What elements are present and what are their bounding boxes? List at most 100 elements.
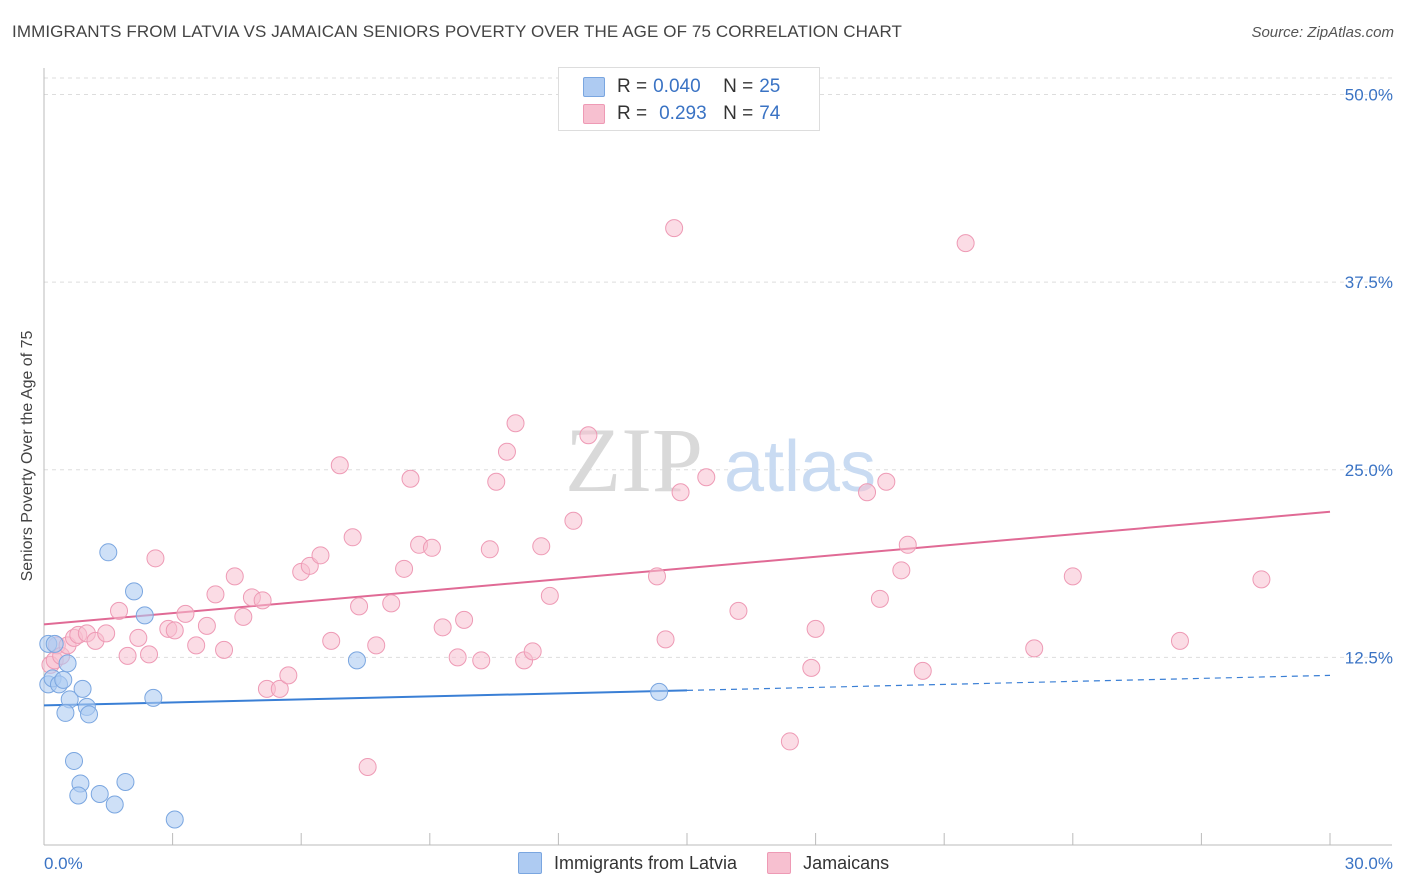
data-point-jamaicans <box>913 661 932 680</box>
data-point-jamaicans <box>343 528 362 547</box>
r-label: R = <box>617 103 648 124</box>
trend-line-latvia <box>43 689 688 707</box>
r-label: R = <box>617 76 648 97</box>
data-point-jamaicans <box>729 601 748 620</box>
source-label: Source: ZipAtlas.com <box>1251 24 1394 41</box>
data-point-jamaicans <box>322 631 341 650</box>
data-point-jamaicans <box>1170 631 1189 650</box>
data-point-jamaicans <box>253 591 272 610</box>
chart-title: IMMIGRANTS FROM LATVIA VS JAMAICAN SENIO… <box>12 22 903 41</box>
x-tick-label: 0.0% <box>44 854 83 873</box>
jamaicans-swatch <box>767 852 792 874</box>
data-point-latvia <box>347 651 366 670</box>
tick-labels: 12.5% 25.0% 37.5% 50.0% 0.0% 30.0% <box>44 86 1393 873</box>
data-point-jamaicans <box>97 624 116 643</box>
watermark-atlas: atlas <box>724 427 876 507</box>
data-point-jamaicans <box>187 636 206 655</box>
data-point-jamaicans <box>330 456 349 475</box>
data-point-jamaicans <box>311 546 330 565</box>
legend-row-jamaicans: R = 0.293 N = 74 <box>583 101 780 127</box>
data-point-latvia <box>56 703 75 722</box>
legend-item-latvia: Immigrants from Latvia <box>518 852 737 874</box>
data-point-jamaicans <box>647 567 666 586</box>
axes <box>43 68 1392 846</box>
data-point-jamaicans <box>579 426 598 445</box>
data-point-jamaicans <box>206 585 225 604</box>
data-point-latvia <box>144 688 163 707</box>
latvia-swatch <box>518 852 542 874</box>
x-tick-label: 30.0% <box>1345 854 1393 873</box>
data-point-jamaicans <box>956 234 975 253</box>
data-point-jamaicans <box>697 468 716 487</box>
data-point-jamaicans <box>532 537 551 556</box>
data-point-jamaicans <box>1025 639 1044 658</box>
data-point-latvia <box>54 670 73 689</box>
data-point-jamaicans <box>506 414 525 433</box>
data-point-jamaicans <box>1063 567 1082 586</box>
data-point-jamaicans <box>165 621 184 640</box>
watermark: ZIP atlas <box>565 409 876 511</box>
stats-legend: R = 0.040 N = 25 R = 0.293 N = 74 <box>558 67 820 131</box>
data-point-jamaicans <box>395 559 414 578</box>
y-tick-label: 25.0% <box>1345 461 1393 480</box>
data-point-jamaicans <box>455 610 474 629</box>
data-point-jamaicans <box>146 549 165 568</box>
data-point-latvia <box>99 543 118 562</box>
data-point-latvia <box>65 751 84 770</box>
data-point-jamaicans <box>858 483 877 502</box>
data-point-latvia <box>80 705 99 724</box>
data-point-jamaicans <box>780 732 799 751</box>
data-point-jamaicans <box>401 469 420 488</box>
data-point-jamaicans <box>892 561 911 580</box>
r-value: 0.293 <box>659 103 707 124</box>
data-point-jamaicans <box>279 666 298 685</box>
legend-label: Immigrants from Latvia <box>554 852 738 873</box>
data-point-jamaicans <box>472 651 491 670</box>
data-point-jamaicans <box>497 442 516 461</box>
data-point-jamaicans <box>176 604 195 623</box>
data-point-jamaicans <box>487 472 506 491</box>
r-value: 0.040 <box>653 76 701 97</box>
data-points <box>39 219 1271 829</box>
n-label: N = <box>723 103 754 124</box>
data-point-latvia <box>116 772 135 791</box>
y-tick-label: 12.5% <box>1345 648 1393 667</box>
data-point-latvia <box>105 795 124 814</box>
data-point-jamaicans <box>523 642 542 661</box>
data-point-jamaicans <box>382 594 401 613</box>
data-point-latvia <box>73 679 92 698</box>
data-point-latvia <box>90 784 109 803</box>
data-point-jamaicans <box>665 219 684 238</box>
jamaicans-swatch <box>583 104 605 124</box>
trend-lines <box>43 510 1331 707</box>
data-point-latvia <box>69 786 88 805</box>
latvia-swatch <box>583 77 605 97</box>
data-point-jamaicans <box>540 586 559 605</box>
data-point-jamaicans <box>802 658 821 677</box>
data-point-jamaicans <box>129 628 148 647</box>
data-point-jamaicans <box>358 757 377 776</box>
data-point-jamaicans <box>367 636 386 655</box>
series-legend: Immigrants from Latvia Jamaicans <box>518 852 919 874</box>
data-point-jamaicans <box>234 607 253 626</box>
data-point-jamaicans <box>480 540 499 559</box>
legend-item-jamaicans: Jamaicans <box>767 852 889 874</box>
data-point-latvia <box>45 634 64 653</box>
data-point-jamaicans <box>350 597 369 616</box>
data-point-jamaicans <box>118 646 137 665</box>
grid-lines <box>44 77 1392 658</box>
data-point-jamaicans <box>270 679 289 698</box>
data-point-jamaicans <box>197 616 216 635</box>
legend-label: Jamaicans <box>803 852 890 873</box>
data-point-jamaicans <box>448 648 467 667</box>
data-point-latvia <box>165 810 184 829</box>
data-point-jamaicans <box>422 538 441 557</box>
data-point-jamaicans <box>215 640 234 659</box>
data-point-jamaicans <box>870 589 889 608</box>
data-point-jamaicans <box>225 567 244 586</box>
legend-row-latvia: R = 0.040 N = 25 <box>583 74 780 100</box>
data-point-jamaicans <box>433 618 452 637</box>
n-value: 25 <box>759 76 781 97</box>
trend-line-latvia-extension <box>686 674 1331 691</box>
